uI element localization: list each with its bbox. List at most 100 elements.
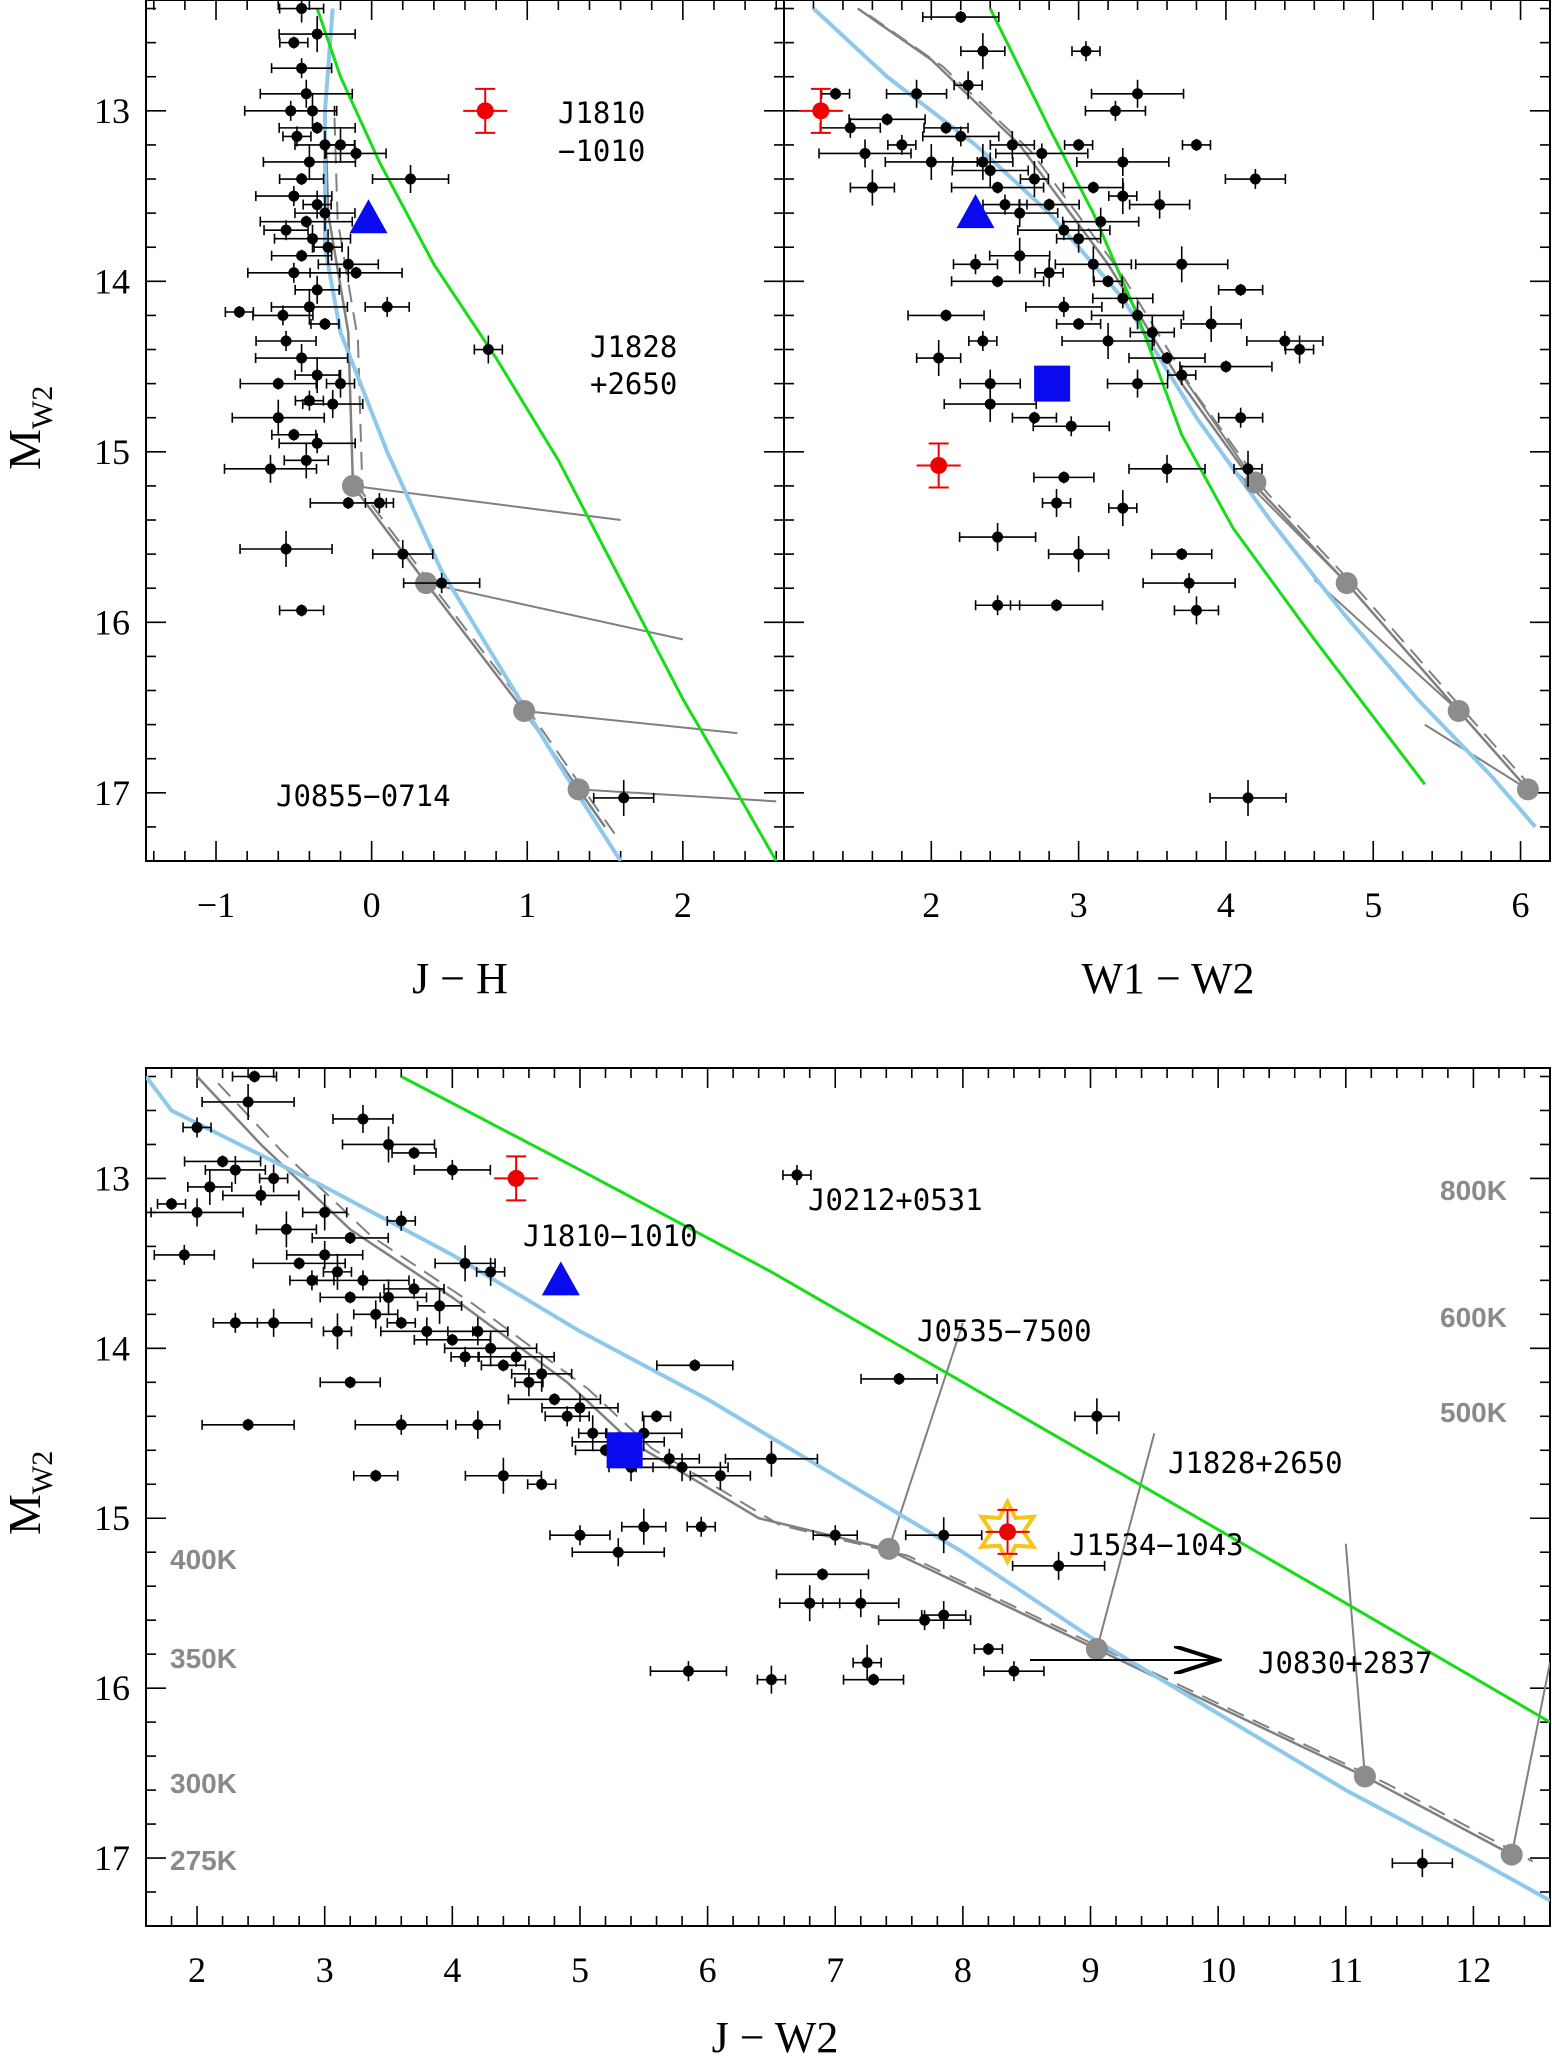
label-j1810: J1810: [558, 96, 645, 130]
y-tick-label: 15: [94, 432, 130, 472]
data-point: [861, 1657, 873, 1669]
data-point: [1279, 335, 1291, 347]
data-point: [1235, 412, 1247, 424]
data-point: [1073, 233, 1085, 245]
data-point: [816, 1568, 828, 1580]
data-point: [288, 429, 300, 441]
tie-line: [425, 582, 684, 641]
data-point: [248, 1070, 260, 1082]
data-point: [485, 1266, 497, 1278]
data-point: [280, 1223, 292, 1235]
x-tick-label: 7: [826, 1950, 844, 1990]
data-point: [296, 604, 308, 616]
data-point: [1028, 412, 1040, 424]
w1w2-panel: 2 3 4 5 6 W1 − W2: [783, 0, 1551, 1003]
data-point: [383, 1138, 395, 1150]
data-point: [331, 1325, 343, 1337]
data-point: [322, 241, 334, 253]
data-point: [306, 1274, 318, 1286]
data-point: [280, 224, 292, 236]
red-data-point: [930, 456, 948, 474]
data-point: [472, 1325, 484, 1337]
tie-line: [1510, 1662, 1550, 1855]
model-temperature-point: [1516, 778, 1539, 801]
jw2-special-objects: [494, 1155, 1038, 1567]
data-point: [291, 130, 303, 142]
data-point: [1087, 182, 1099, 194]
label-j1534: J1534−1043: [1069, 1528, 1244, 1562]
model-temperature-point: [1085, 1638, 1108, 1661]
data-point: [280, 335, 292, 347]
blue-square-marker: [1034, 365, 1071, 402]
data-point: [962, 79, 974, 91]
data-point: [370, 1470, 382, 1482]
data-point: [344, 1376, 356, 1388]
w1w2-x-tick-labels: 2 3 4 5 6: [922, 885, 1529, 925]
jh-x-axis-title: J − H: [412, 954, 508, 1003]
data-point: [866, 182, 878, 194]
data-point: [350, 267, 362, 279]
data-point: [676, 1461, 688, 1473]
data-point: [242, 1096, 254, 1108]
x-tick-label: 11: [1328, 1950, 1363, 1990]
data-point: [335, 378, 347, 390]
data-point: [327, 398, 339, 410]
y-tick-label: 15: [94, 1498, 130, 1538]
data-point: [970, 258, 981, 270]
data-point: [383, 1291, 395, 1303]
blue-square-marker: [606, 1432, 643, 1469]
data-point: [296, 250, 308, 262]
data-point: [1242, 792, 1254, 804]
label-j1828-bottom: J1828+2650: [1168, 1446, 1343, 1480]
red-data-point: [507, 1169, 525, 1187]
x-tick-label: 5: [1364, 885, 1382, 925]
jh-ticks: [146, 0, 784, 862]
w1w2-ticks: [783, 0, 1551, 862]
tie-line: [352, 484, 621, 522]
w1w2-model-curves: [812, 7, 1541, 829]
data-point: [357, 1274, 369, 1286]
blue-triangle-marker: [541, 1261, 580, 1296]
data-point: [178, 1249, 190, 1261]
x-tick-label: 6: [699, 1950, 717, 1990]
label-j1828-dec: +2650: [590, 367, 677, 401]
data-point: [296, 3, 308, 15]
data-point: [1053, 1560, 1065, 1572]
x-tick-label: 2: [922, 885, 940, 925]
data-point: [342, 258, 354, 270]
data-point: [977, 45, 989, 57]
data-point: [999, 199, 1011, 211]
y-tick-label: 14: [94, 1328, 130, 1368]
model-temperature-point: [341, 474, 364, 497]
data-point: [472, 1419, 484, 1431]
data-point: [319, 318, 331, 330]
data-point: [1294, 344, 1306, 356]
data-point: [977, 156, 989, 168]
label-j0855: J0855−0714: [276, 779, 451, 813]
data-point: [830, 88, 842, 100]
jw2-y-axis-title: MW2: [0, 1451, 59, 1535]
data-point: [1176, 548, 1188, 560]
data-point: [1249, 173, 1261, 185]
blue-model-curve: [146, 1075, 1550, 1903]
tie-line: [1313, 578, 1460, 712]
y-tick-label: 13: [94, 91, 130, 131]
data-point: [1058, 471, 1070, 483]
data-point: [925, 156, 937, 168]
data-point: [1051, 599, 1063, 611]
data-point: [896, 139, 908, 151]
gray-dashed-model-curve: [868, 14, 1541, 797]
temp-500k: 500K: [1440, 1397, 1507, 1428]
data-point: [1117, 292, 1129, 304]
data-point: [1109, 105, 1121, 117]
data-point: [695, 1521, 707, 1533]
jh-data-points: [223, 0, 655, 816]
data-point: [373, 497, 385, 509]
tie-line: [1424, 723, 1529, 791]
x-tick-label: −1: [197, 885, 235, 925]
x-tick-label: 3: [1070, 885, 1088, 925]
data-point: [1091, 1410, 1103, 1422]
data-point: [955, 130, 967, 142]
data-point: [434, 1300, 446, 1312]
data-point: [293, 1257, 305, 1269]
